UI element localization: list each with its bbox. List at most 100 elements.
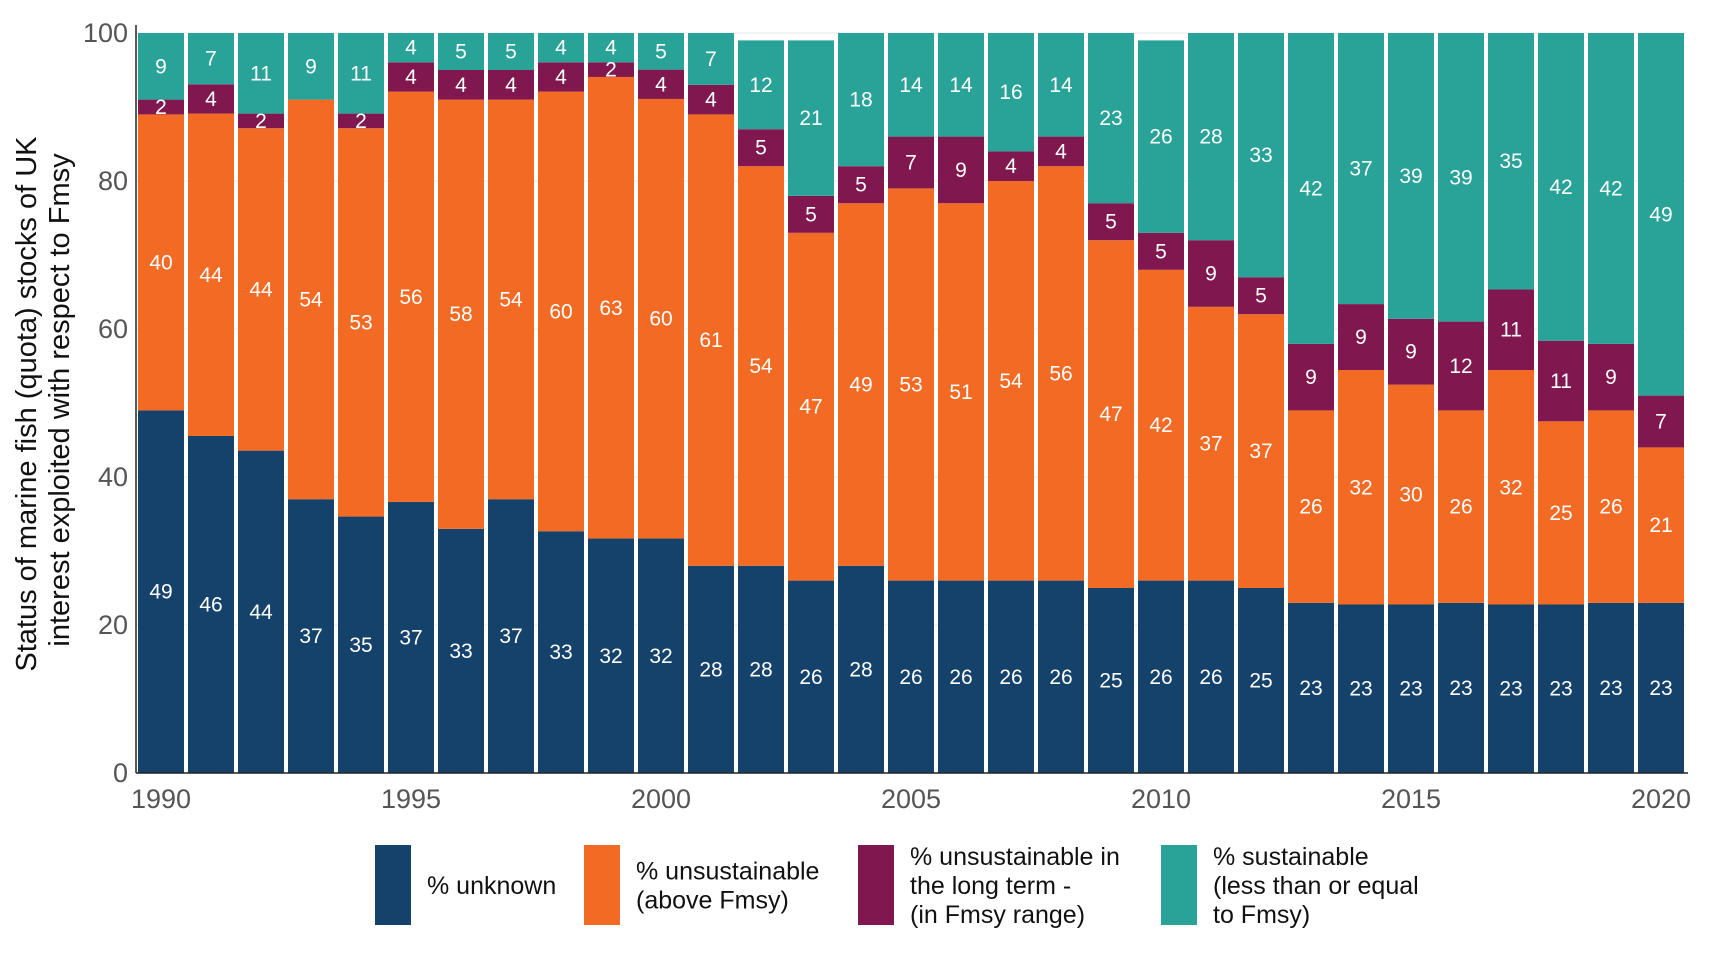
bar-segment bbox=[388, 33, 434, 63]
bars bbox=[138, 33, 1684, 773]
value-label: 39 bbox=[1449, 166, 1472, 189]
value-label: 37 bbox=[299, 625, 322, 648]
value-label: 33 bbox=[1249, 144, 1272, 167]
bar-segment bbox=[138, 410, 184, 773]
bar-segment bbox=[1188, 33, 1234, 241]
bar-segment bbox=[1238, 314, 1284, 588]
bar-segment bbox=[438, 528, 484, 773]
bar-segment bbox=[1588, 410, 1634, 603]
bar-segment bbox=[1338, 604, 1384, 773]
value-label: 4 bbox=[405, 37, 417, 60]
bar-segment bbox=[538, 62, 584, 92]
value-label: 23 bbox=[1349, 678, 1372, 701]
bar-segment bbox=[1538, 340, 1584, 422]
value-label: 47 bbox=[1099, 403, 1122, 426]
bar-segment bbox=[788, 580, 834, 773]
value-label: 37 bbox=[399, 626, 422, 649]
value-label: 21 bbox=[799, 107, 822, 130]
value-label: 33 bbox=[449, 640, 472, 663]
bar-segment bbox=[1488, 370, 1534, 605]
bar-segment bbox=[1088, 33, 1134, 204]
bar-segment bbox=[388, 62, 434, 92]
bar-segment bbox=[488, 499, 534, 773]
bar-segment bbox=[1288, 343, 1334, 411]
bar-segment bbox=[638, 33, 684, 70]
legend-label: % unsustainable in bbox=[910, 843, 1120, 871]
value-label: 5 bbox=[1255, 285, 1267, 308]
value-label: 4 bbox=[1005, 155, 1017, 178]
y-axis-title-line-1: Status of marine fish (quota) stocks of … bbox=[11, 136, 43, 672]
bar-segment bbox=[188, 113, 234, 436]
value-label: 5 bbox=[1105, 211, 1117, 234]
legend-label: % sustainable bbox=[1213, 843, 1369, 871]
bar-segment bbox=[438, 33, 484, 70]
bar-segment bbox=[838, 565, 884, 773]
bar-segment bbox=[338, 113, 384, 129]
value-label: 44 bbox=[249, 601, 273, 624]
bar-segment bbox=[1538, 604, 1584, 773]
legend: % unknown% unsustainable(above Fmsy)% un… bbox=[375, 843, 1419, 929]
bar-segment bbox=[538, 91, 584, 532]
value-label: 54 bbox=[999, 370, 1023, 393]
value-label: 11 bbox=[1550, 370, 1572, 393]
bar-segment bbox=[1388, 318, 1434, 385]
bar-segment bbox=[1588, 602, 1634, 773]
value-label: 37 bbox=[1249, 440, 1272, 463]
value-label: 26 bbox=[1199, 666, 1222, 689]
bar-segment bbox=[288, 499, 334, 773]
value-label: 46 bbox=[199, 593, 222, 616]
bar-segment bbox=[1238, 277, 1284, 315]
x-tick-label: 2005 bbox=[881, 784, 941, 814]
bar-segment bbox=[238, 128, 284, 451]
bar-segment bbox=[1188, 580, 1234, 773]
bar-segment bbox=[638, 538, 684, 773]
value-label: 7 bbox=[205, 48, 217, 71]
value-label: 25 bbox=[1549, 502, 1572, 525]
legend-label: (above Fmsy) bbox=[636, 887, 789, 915]
bar-segment bbox=[388, 501, 434, 773]
bar-segment bbox=[1288, 410, 1334, 603]
value-label: 4 bbox=[205, 88, 217, 111]
value-label: 26 bbox=[1149, 126, 1172, 149]
value-label: 49 bbox=[1649, 203, 1672, 226]
value-label: 26 bbox=[1049, 666, 1072, 689]
bar-segment bbox=[1188, 240, 1234, 307]
bar-segment bbox=[688, 33, 734, 85]
value-label: 5 bbox=[855, 174, 867, 197]
bar-segment bbox=[1088, 588, 1134, 773]
value-label: 28 bbox=[749, 658, 772, 681]
y-tick-label: 40 bbox=[98, 462, 128, 492]
value-label: 4 bbox=[505, 74, 517, 97]
value-labels: 4940294644474444211375493553211375644335… bbox=[149, 37, 1672, 701]
value-label: 4 bbox=[405, 66, 417, 89]
bar-segment bbox=[888, 136, 934, 189]
value-label: 23 bbox=[1549, 678, 1572, 701]
value-label: 9 bbox=[1405, 341, 1417, 364]
bar-segment bbox=[1288, 602, 1334, 773]
bar-segment bbox=[1538, 33, 1584, 341]
value-label: 5 bbox=[655, 40, 667, 63]
bar-segment bbox=[1338, 370, 1384, 605]
value-label: 32 bbox=[1349, 476, 1372, 499]
bar-segment bbox=[188, 33, 234, 85]
bar-segment bbox=[588, 33, 634, 63]
bar-segment bbox=[738, 129, 784, 167]
bar-segment bbox=[538, 33, 584, 63]
bar-segment bbox=[888, 188, 934, 581]
value-label: 26 bbox=[999, 666, 1022, 689]
value-label: 9 bbox=[1605, 366, 1617, 389]
bar-segment bbox=[1038, 166, 1084, 581]
value-label: 53 bbox=[899, 374, 922, 397]
value-label: 5 bbox=[755, 137, 767, 160]
bar-segment bbox=[1588, 33, 1634, 344]
bar-segment bbox=[1138, 580, 1184, 773]
bar-segment bbox=[738, 40, 784, 130]
value-label: 26 bbox=[1599, 496, 1622, 519]
value-label: 16 bbox=[999, 81, 1022, 104]
bar-segment bbox=[1038, 136, 1084, 167]
bar-segment bbox=[1138, 232, 1184, 270]
value-label: 44 bbox=[199, 264, 223, 287]
bar-segment bbox=[788, 40, 834, 196]
bar-segment bbox=[1388, 384, 1434, 605]
